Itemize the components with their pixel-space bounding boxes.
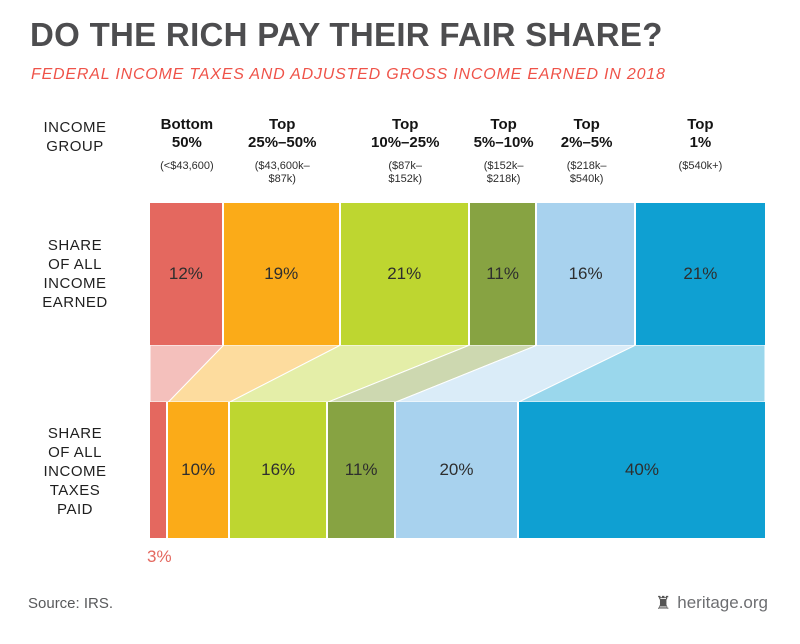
column-header-range: ($218k– $540k)	[566, 160, 607, 185]
segment-value: 11%	[486, 264, 519, 283]
source-label: Source: IRS.	[28, 595, 114, 612]
flow-band	[230, 345, 470, 402]
segment-value: 12%	[168, 264, 203, 283]
column-header: Top 10%–25% ($87k– $152k)	[341, 116, 470, 186]
three-percent-label: 3%	[147, 547, 172, 566]
bar-segment: 10%	[168, 402, 230, 538]
segment-value: 19%	[264, 264, 299, 283]
column-header-name: Top 2%–5%	[560, 116, 613, 151]
bar-segment: 12%	[150, 203, 224, 345]
column-header-name: Top 5%–10%	[473, 116, 534, 151]
flow-band	[519, 345, 765, 402]
bar-segment: 16%	[229, 402, 329, 538]
flow-band	[168, 345, 340, 402]
column-header-range: ($540k+)	[678, 160, 723, 172]
column-header-name: Bottom 50%	[160, 116, 214, 151]
bar-segment: 21%	[635, 203, 765, 345]
column-header-name: Top 10%–25%	[371, 116, 440, 151]
column-header-range: (<$43,600)	[160, 160, 214, 172]
column-header-name: Top 25%–50%	[248, 116, 317, 151]
segment-value: 21%	[683, 264, 718, 283]
heritage-rook-icon: ♜	[655, 593, 672, 613]
flow-band	[328, 345, 537, 402]
bar-segment: 16%	[537, 203, 636, 345]
bar-segment: 11%	[469, 203, 538, 345]
page-subtitle: FEDERAL INCOME TAXES AND ADJUSTED GROSS …	[31, 66, 666, 83]
bar-segment: 40%	[518, 402, 765, 538]
segment-value: 16%	[261, 460, 296, 479]
bar-segment: 19%	[223, 203, 341, 345]
column-header: Top 1% ($540k+)	[636, 116, 765, 173]
share-income-earned-label: SHARE OF ALL INCOME EARNED	[42, 237, 108, 311]
segment-value: 11%	[344, 460, 378, 479]
segment-value: 16%	[568, 264, 603, 283]
income-group-label: INCOME GROUP	[43, 119, 107, 155]
flow-band	[396, 345, 636, 402]
segment-value: 20%	[439, 460, 474, 479]
column-header-range: ($87k– $152k)	[388, 160, 423, 185]
column-header-range: ($152k– $218k)	[483, 160, 524, 185]
column-header: Bottom 50% (<$43,600)	[150, 116, 224, 173]
segment-value: 40%	[624, 460, 659, 479]
column-headers: Bottom 50% (<$43,600) Top 25%–50% ($43,600k…	[150, 116, 765, 202]
heritage-brand: ♜ heritage.org	[655, 593, 768, 613]
column-header-name: Top 1%	[687, 116, 714, 151]
page-title: DO THE RICH PAY THEIR FAIR SHARE?	[30, 16, 663, 53]
column-header: Top 2%–5% ($218k– $540k)	[537, 116, 635, 186]
segment-value: 21%	[387, 264, 422, 283]
brand-label: heritage.org	[677, 593, 768, 612]
bar-segment: 21%	[340, 203, 470, 345]
segment-value: 10%	[181, 460, 216, 479]
flow-band	[150, 345, 224, 402]
flow-connector	[150, 345, 765, 402]
taxes-paid-bar: 10% 16% 11% 20% 40%	[150, 402, 765, 538]
bar-segment: 11%	[328, 402, 396, 538]
column-header-range: ($43,600k– $87k)	[254, 160, 310, 185]
income-earned-bar: 12% 19% 21% 11% 16% 21%	[150, 203, 765, 345]
bar-segment: 20%	[395, 402, 519, 538]
share-taxes-paid-label: SHARE OF ALL INCOME TAXES PAID	[43, 425, 107, 518]
column-header: Top 25%–50% ($43,600k– $87k)	[224, 116, 341, 186]
bar-segment	[150, 402, 169, 538]
column-header: Top 5%–10% ($152k– $218k)	[470, 116, 538, 186]
